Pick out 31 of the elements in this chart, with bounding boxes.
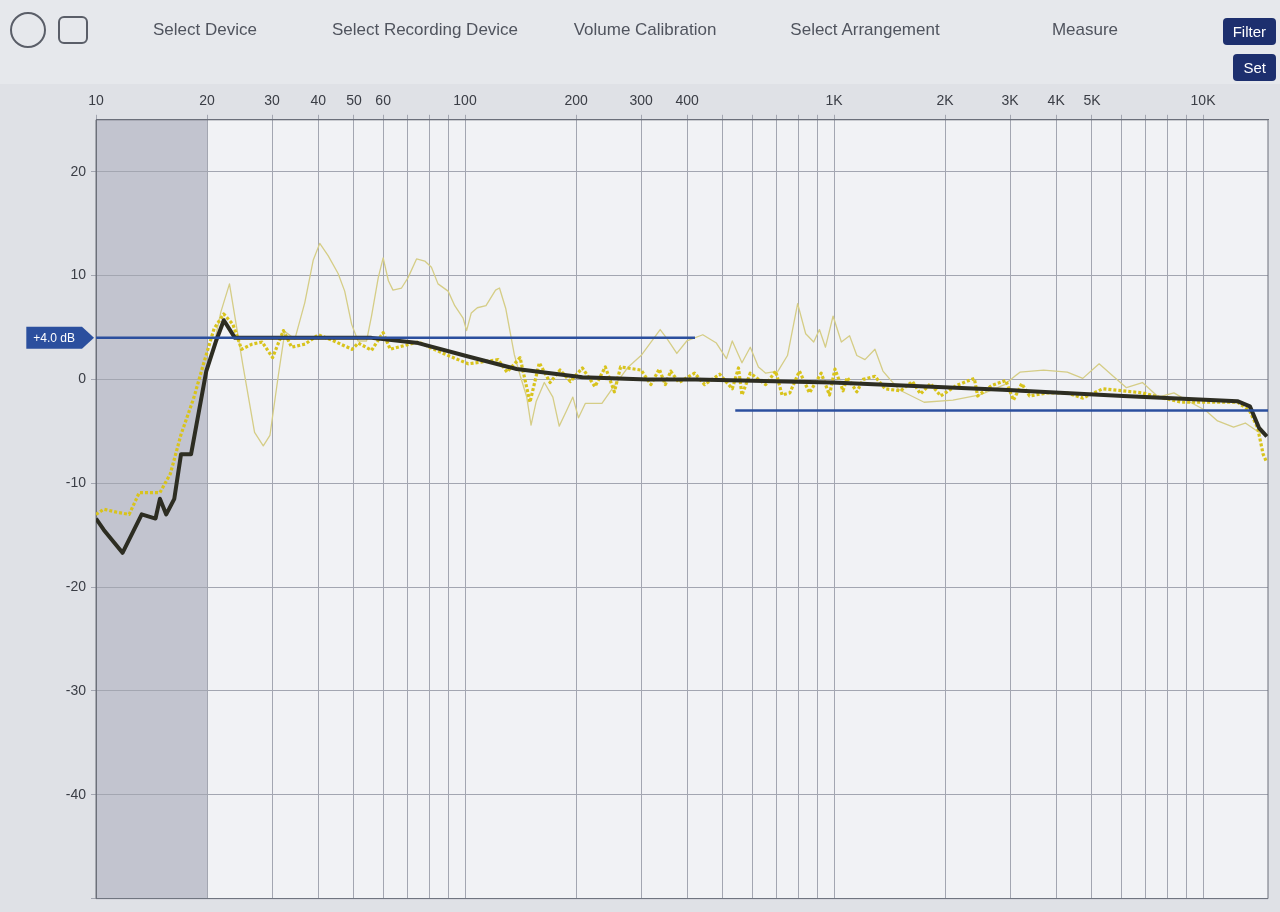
x-tick-label: 2K xyxy=(936,92,955,109)
x-tick-label: 200 xyxy=(564,92,588,109)
text: Select Device xyxy=(153,20,257,39)
x-tick-label: 1K xyxy=(825,92,844,109)
x-tick-label: 100 xyxy=(453,92,477,109)
x-tick-label: 40 xyxy=(310,92,327,109)
y-tick-label: -20 xyxy=(65,577,87,594)
x-tick-label: 400 xyxy=(675,92,700,109)
y-tick-label: -30 xyxy=(65,681,87,698)
text: Select Recording Device xyxy=(331,20,519,39)
text: Select Arrangement xyxy=(790,20,940,39)
x-tick-label: 10K xyxy=(1190,92,1217,109)
x-tick-label: 3K xyxy=(1001,92,1020,109)
y-tick-label: 20 xyxy=(70,162,87,179)
annotation: +4.0 dB xyxy=(33,330,75,345)
x-tick-label: 10 xyxy=(88,92,104,109)
button: Set xyxy=(1233,54,1276,81)
button: Filter xyxy=(1222,18,1276,45)
x-tick-label: 5K xyxy=(1083,92,1102,109)
x-tick-label: 20 xyxy=(199,92,216,109)
x-tick-label: 300 xyxy=(629,92,653,109)
y-tick-label: -10 xyxy=(65,474,87,491)
y-tick-label: 0 xyxy=(78,370,87,387)
x-tick-label: 50 xyxy=(346,92,362,109)
x-tick-label: 60 xyxy=(375,92,392,109)
y-tick-label: -40 xyxy=(65,785,87,802)
text: Volume Calibration xyxy=(573,20,717,39)
x-tick-label: 30 xyxy=(264,92,281,109)
text: Measure xyxy=(1051,20,1119,39)
y-tick-label: 10 xyxy=(70,266,87,283)
x-tick-label: 4K xyxy=(1047,92,1066,109)
